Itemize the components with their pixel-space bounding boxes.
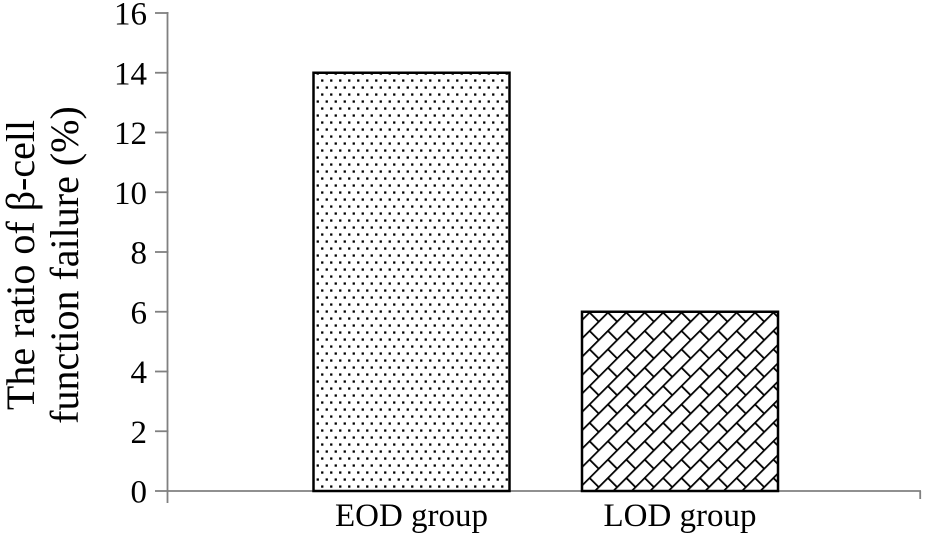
bars	[312, 71, 780, 493]
y-tick-label: 4	[131, 355, 148, 391]
y-tick-label: 14	[114, 56, 147, 92]
x-category-label: EOD group	[335, 498, 488, 534]
y-axis-ticks: 0 2 4 6 8 10 12 14 16	[114, 0, 169, 511]
y-tick-label: 8	[131, 236, 148, 272]
x-category-label: LOD group	[603, 498, 756, 534]
bar-eod-group	[312, 71, 511, 493]
axes	[166, 12, 922, 503]
x-axis-labels: EOD group LOD group	[335, 498, 757, 534]
bar-lod-group	[580, 310, 780, 493]
y-axis-title: The ratio of β-cell function failure (%)	[0, 106, 87, 424]
y-axis-title-line-1: The ratio of β-cell	[0, 120, 43, 410]
y-tick-label: 12	[114, 116, 147, 152]
y-axis-title-line-2: function failure (%)	[42, 106, 87, 424]
y-tick-label: 16	[114, 0, 147, 33]
y-tick-label: 6	[131, 295, 148, 331]
y-tick-label: 2	[131, 415, 148, 451]
y-tick-label: 0	[131, 475, 148, 511]
y-tick-label: 10	[114, 176, 147, 212]
